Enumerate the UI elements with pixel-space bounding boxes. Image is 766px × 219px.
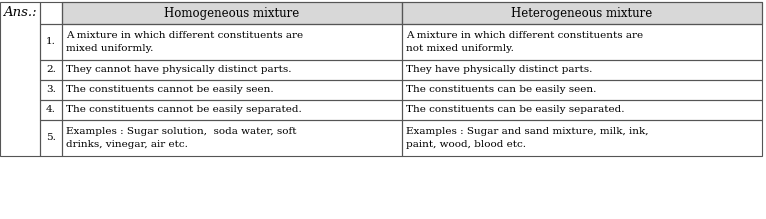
Text: The constituents cannot be easily separated.: The constituents cannot be easily separa… <box>66 106 302 115</box>
Bar <box>0 2 40 156</box>
Bar <box>62 24 402 60</box>
Text: 4.: 4. <box>46 106 56 115</box>
Text: 1.: 1. <box>46 37 56 46</box>
Text: The constituents can be easily separated.: The constituents can be easily separated… <box>406 106 624 115</box>
Bar <box>62 80 402 100</box>
Bar <box>40 100 62 120</box>
Text: The constituents can be easily seen.: The constituents can be easily seen. <box>406 85 597 95</box>
Bar <box>40 24 62 60</box>
Bar <box>62 120 402 156</box>
Text: They have physically distinct parts.: They have physically distinct parts. <box>406 65 592 74</box>
Bar <box>40 80 62 100</box>
Bar <box>62 2 402 24</box>
Bar <box>402 100 762 120</box>
Bar <box>402 24 762 60</box>
Text: A mixture in which different constituents are
mixed uniformly.: A mixture in which different constituent… <box>66 31 303 53</box>
Text: A mixture in which different constituents are
not mixed uniformly.: A mixture in which different constituent… <box>406 31 643 53</box>
Bar <box>402 80 762 100</box>
Bar <box>402 60 762 80</box>
Text: Homogeneous mixture: Homogeneous mixture <box>165 7 300 19</box>
Bar <box>40 120 62 156</box>
Text: Examples : Sugar solution,  soda water, soft
drinks, vinegar, air etc.: Examples : Sugar solution, soda water, s… <box>66 127 296 149</box>
Text: Heterogeneous mixture: Heterogeneous mixture <box>512 7 653 19</box>
Bar <box>402 2 762 24</box>
Text: They cannot have physically distinct parts.: They cannot have physically distinct par… <box>66 65 292 74</box>
Bar <box>62 60 402 80</box>
Bar <box>40 60 62 80</box>
Bar <box>402 120 762 156</box>
Bar <box>62 100 402 120</box>
Text: 3.: 3. <box>46 85 56 95</box>
Text: 2.: 2. <box>46 65 56 74</box>
Text: 5.: 5. <box>46 134 56 143</box>
Text: The constituents cannot be easily seen.: The constituents cannot be easily seen. <box>66 85 273 95</box>
Bar <box>62 2 402 24</box>
Bar <box>402 2 762 24</box>
Bar <box>40 2 62 24</box>
Text: Examples : Sugar and sand mixture, milk, ink,
paint, wood, blood etc.: Examples : Sugar and sand mixture, milk,… <box>406 127 649 149</box>
Text: Ans.:: Ans.: <box>3 7 37 19</box>
